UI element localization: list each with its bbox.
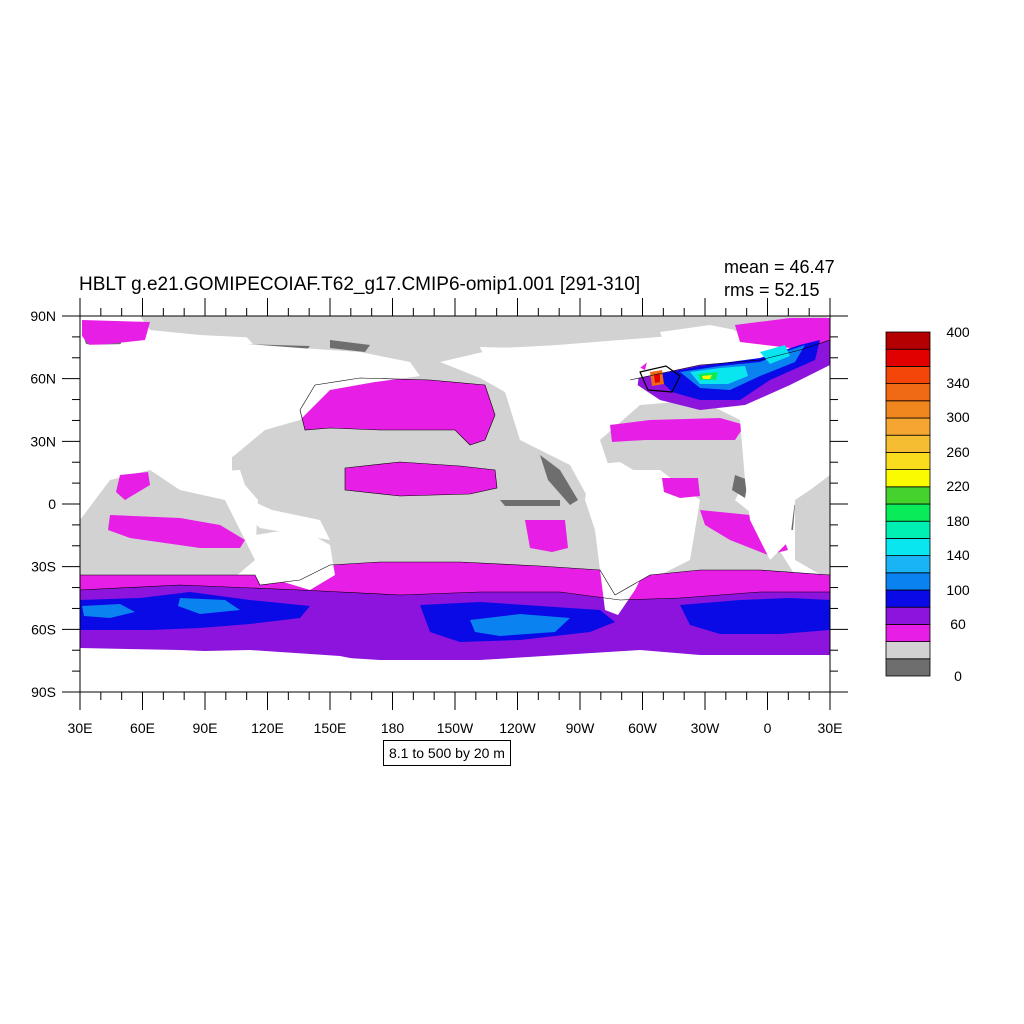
southern-ocean-lightblue-3	[470, 614, 570, 636]
colorbar-swatch	[885, 520, 931, 539]
longitude-axis: 30E 60E 90E 120E 150E 180 150W 120W 90W 60W 30W 0 30…	[68, 298, 843, 736]
lat-tick-label: 0	[48, 496, 56, 512]
colorbar-swatch	[885, 417, 931, 436]
colorbar-swatch	[885, 555, 931, 574]
southern-ocean-blue-east	[680, 598, 830, 634]
irminger-cyan	[760, 345, 790, 364]
peru-upwelling	[540, 455, 578, 505]
lon-tick-label: 0	[764, 720, 772, 736]
colorbar-swatch	[885, 624, 931, 643]
colorbar-swatch	[885, 469, 931, 488]
colorbar-label: 220	[946, 478, 970, 494]
colorbar	[885, 331, 931, 677]
colorbar-label: 180	[946, 513, 970, 529]
colorbar-label: 300	[946, 409, 970, 425]
colorbar-label: 260	[946, 444, 970, 460]
hudson-strait-dark	[639, 365, 681, 393]
colorbar-swatch	[885, 486, 931, 505]
colorbar-label: 140	[946, 547, 970, 563]
contour-line	[344, 461, 498, 497]
colorbar-swatch	[885, 538, 931, 557]
colorbar-swatch	[885, 331, 931, 350]
lon-tick-label: 150W	[437, 720, 474, 736]
contour-line	[80, 561, 830, 596]
australia-land	[255, 528, 335, 590]
africa-land	[740, 415, 830, 560]
benguela-patch	[732, 475, 748, 498]
north-pacific-band	[300, 378, 495, 445]
contour-line	[629, 339, 830, 381]
colorbar-swatch	[885, 400, 931, 419]
colorbar-label: 0	[954, 668, 962, 684]
antarctica-land	[80, 650, 830, 692]
colorbar-swatch	[885, 641, 931, 660]
equatorial-pacific-patch	[500, 500, 560, 506]
north-america-land	[440, 340, 660, 462]
colorbar-swatch	[885, 589, 931, 608]
colorbar-swatch	[885, 606, 931, 625]
southern-ocean-lightblue-2	[178, 598, 240, 614]
siberian-shelf-patch	[330, 340, 370, 352]
colorbar-swatch	[885, 503, 931, 522]
arctic-atlantic-patch	[735, 318, 830, 348]
greenland-land	[660, 325, 735, 362]
indian-ocean-patch	[108, 515, 245, 548]
south-america-land	[585, 462, 668, 615]
lon-tick-label: 60E	[130, 720, 155, 736]
lat-tick-label: 60N	[30, 371, 56, 387]
subtropical-pacific-band	[345, 462, 497, 496]
colorbar-swatch	[885, 365, 931, 384]
lat-tick-label: 60S	[31, 621, 56, 637]
contour-interval-label: 8.1 to 500 by 20 m	[383, 740, 511, 766]
africa-west-land	[80, 418, 112, 470]
ocean-high-field	[639, 345, 790, 393]
colorbar-labels: 0 60 100 140 180 220 260 300 340 400	[946, 324, 970, 684]
lon-tick-label: 30W	[691, 720, 721, 736]
contour-lines	[80, 339, 830, 601]
southeast-asia-land	[215, 470, 330, 540]
labrador-sea-yellow	[702, 375, 712, 379]
colorbar-label: 340	[946, 375, 970, 391]
latitude-axis: 90N 60N 30N 0 30S 60S 90S	[30, 308, 848, 700]
colorbar-label: 100	[946, 582, 970, 598]
mean-value: mean = 46.47	[724, 257, 835, 277]
land-masses	[80, 325, 830, 692]
colorbar-label: 400	[946, 324, 970, 340]
north-atlantic-subtropical	[610, 418, 745, 442]
lon-tick-label: 30E	[818, 720, 843, 736]
southern-ocean-lightblue-west	[82, 604, 135, 618]
lat-tick-label: 30S	[31, 559, 56, 575]
lon-tick-label: 60W	[628, 720, 658, 736]
lat-tick-label: 90N	[30, 308, 56, 324]
eurasia-land	[80, 342, 420, 470]
colorbar-swatch	[885, 434, 931, 453]
lat-tick-label: 90S	[31, 684, 56, 700]
labrador-sea-red	[654, 374, 660, 383]
lon-tick-label: 120W	[499, 720, 536, 736]
rms-value: rms = 52.15	[724, 280, 820, 300]
lat-tick-label: 30N	[30, 433, 56, 449]
plot-title: HBLT g.e21.GOMIPECOIAF.T62_g17.CMIP6-omi…	[79, 274, 641, 295]
colorbar-swatch	[885, 383, 931, 402]
arctic-east-patch	[82, 320, 150, 346]
contour-line	[80, 584, 830, 601]
colorbar-swatch	[885, 348, 931, 367]
colorbar-label: 60	[950, 616, 966, 632]
lon-tick-label: 150E	[314, 720, 347, 736]
arctic-ocean	[140, 316, 830, 348]
lon-tick-label: 90E	[193, 720, 218, 736]
south-pacific-patch	[525, 520, 568, 552]
lon-tick-label: 90W	[566, 720, 596, 736]
lon-tick-label: 120E	[251, 720, 284, 736]
contour-line	[299, 377, 496, 446]
lon-tick-label: 30E	[68, 720, 93, 736]
colorbar-swatch	[885, 451, 931, 470]
colorbar-swatch	[885, 658, 931, 677]
tropical-atlantic-patch	[662, 478, 700, 498]
arabian-sea-patch	[116, 472, 150, 500]
colorbar-swatch	[885, 572, 931, 591]
lon-tick-label: 180	[381, 720, 405, 736]
map-plot-area	[80, 316, 830, 692]
